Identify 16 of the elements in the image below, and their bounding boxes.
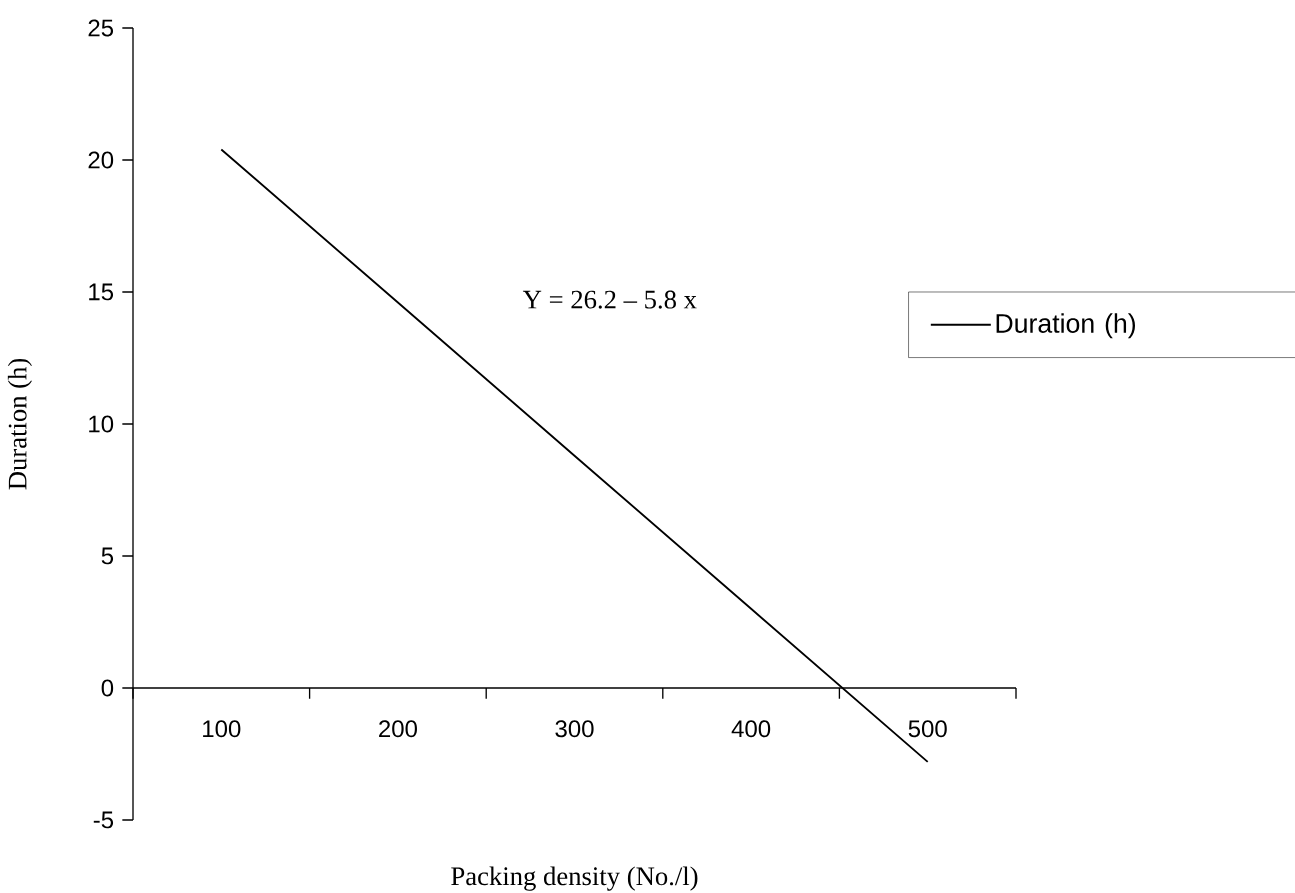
x-tick-label: 400 [731, 720, 771, 738]
y-tick-label: 20 [88, 151, 114, 169]
annotation: Y = 26.2 – 5.8 x [522, 290, 697, 309]
x-tick-label: 100 [203, 720, 241, 738]
y-tick-label: 10 [89, 415, 114, 433]
y-tick-label: 0 [101, 679, 114, 697]
y-axis-title: Duration (h) [7, 358, 33, 490]
legend-label: Duration (h) [996, 313, 1136, 339]
y-tick-label: 5 [101, 547, 114, 565]
x-tick-label: 200 [379, 720, 417, 738]
x-tick-label: 300 [555, 720, 594, 738]
x-tick-label: 500 [908, 720, 947, 738]
x-axis-title: Packing density (No./l) [451, 866, 698, 891]
y-tick-label: -5 [93, 811, 114, 829]
y-tick-label: 15 [89, 283, 114, 301]
y-tick-label: 25 [88, 19, 114, 37]
